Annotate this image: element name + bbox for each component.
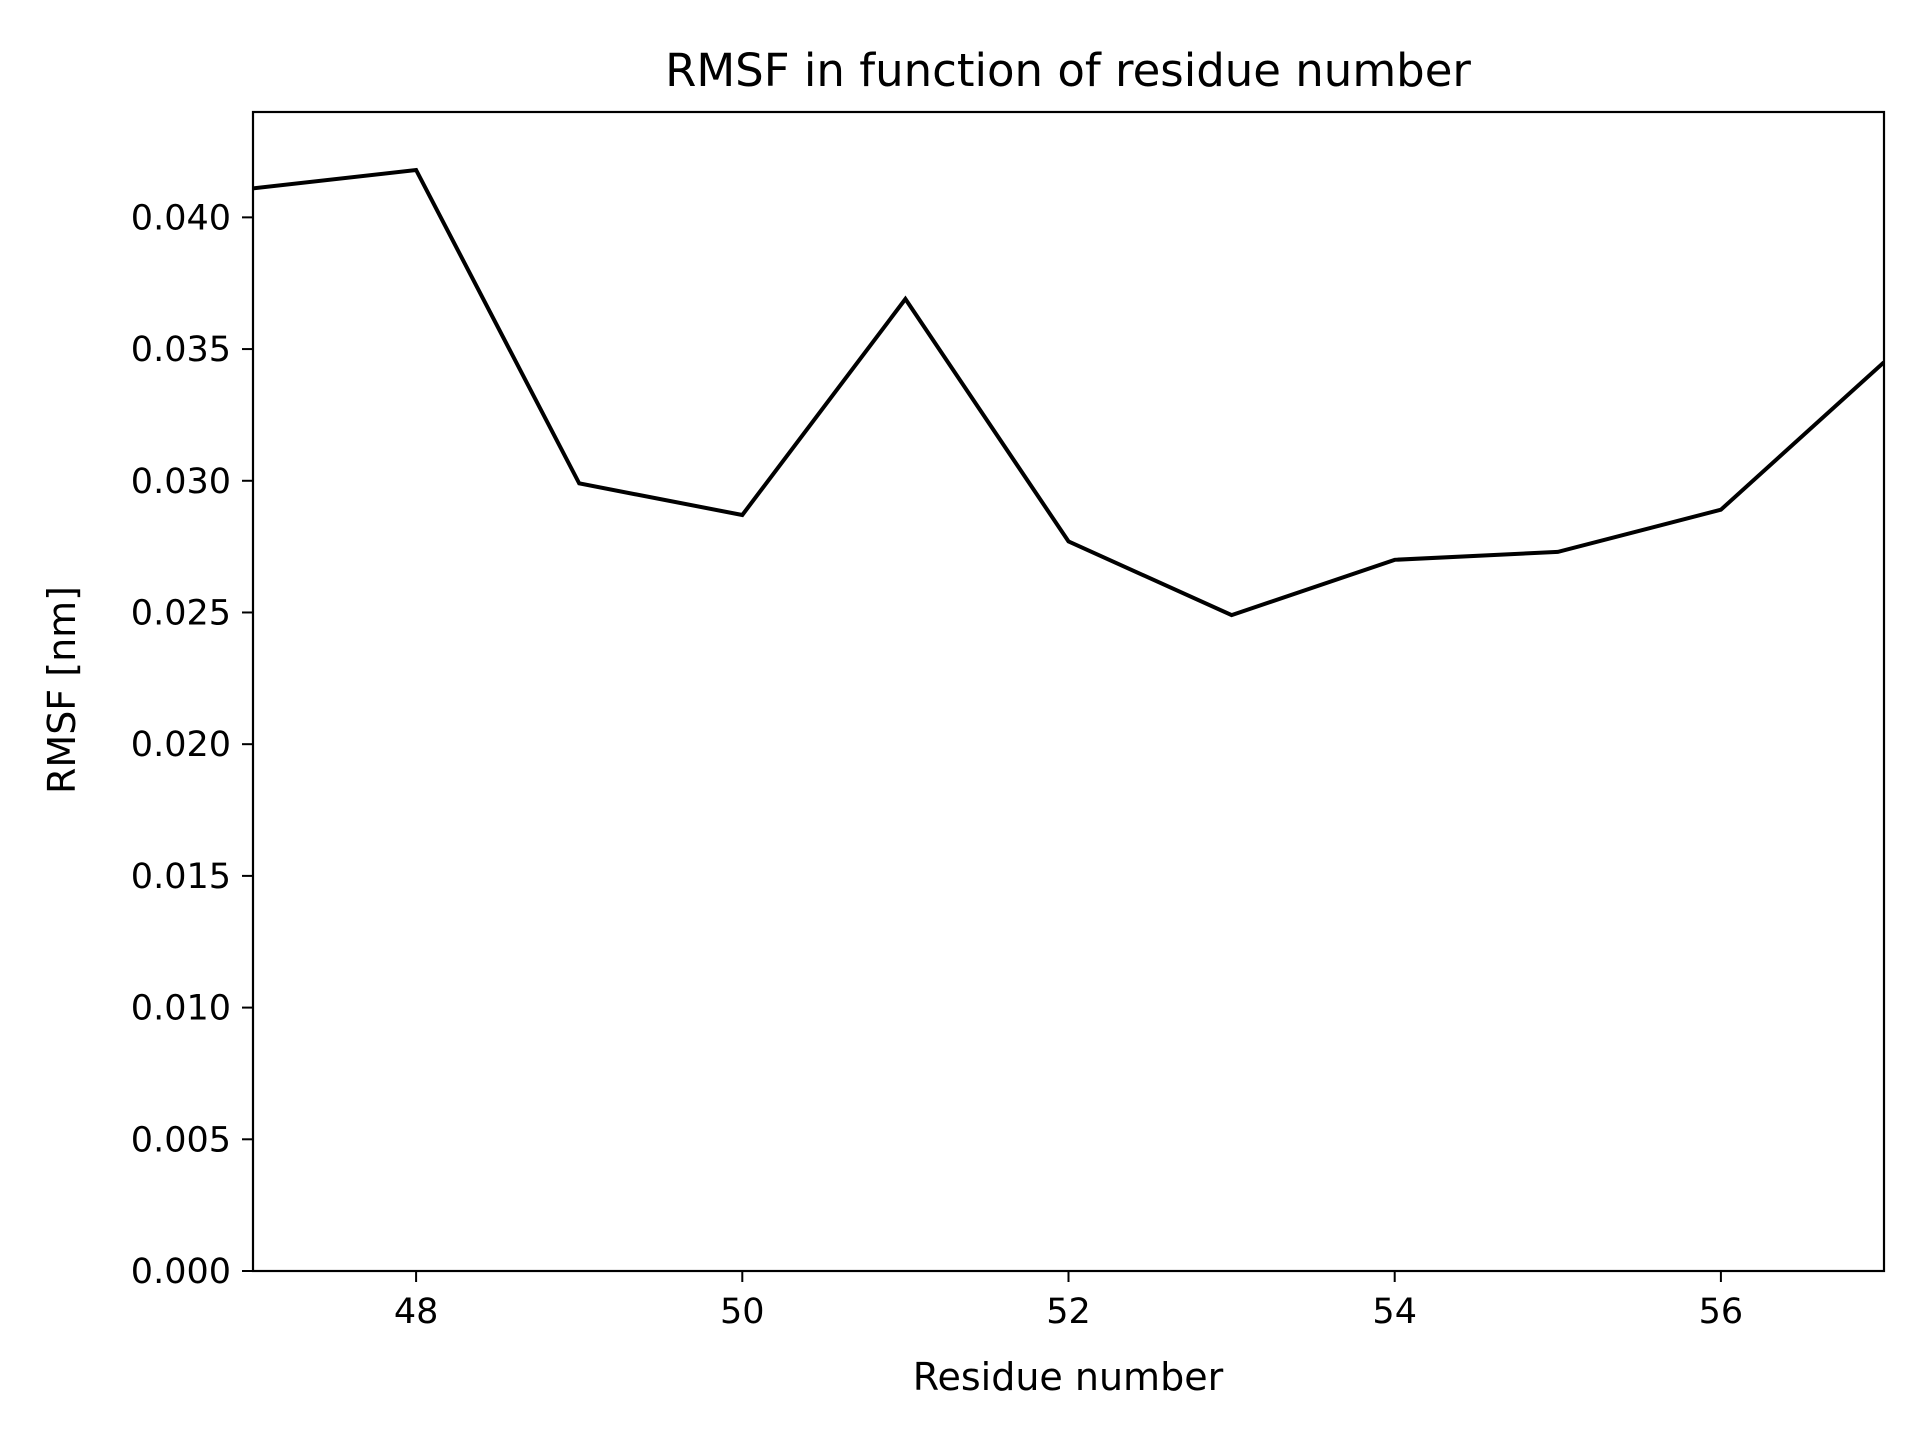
x-axis-label: Residue number	[913, 1355, 1224, 1399]
x-tick-label-1: 50	[720, 1292, 765, 1332]
y-tick-label-6: 0.030	[131, 462, 231, 502]
x-tick-label-0: 48	[394, 1292, 439, 1332]
x-tick-label-4: 56	[1699, 1292, 1744, 1332]
y-tick-label-4: 0.020	[131, 725, 231, 765]
y-tick-label-2: 0.010	[131, 989, 231, 1029]
y-axis-label: RMSF [nm]	[40, 586, 84, 794]
chart-title: RMSF in function of residue number	[665, 44, 1471, 97]
y-tick-label-8: 0.040	[131, 198, 231, 238]
plot-area: 48 50 52 54 56 0.000 0.005 0.010 0.015 0.020 0.025…	[131, 110, 1886, 1332]
y-tick-label-1: 0.005	[131, 1120, 231, 1160]
y-tick-label-7: 0.035	[131, 330, 231, 370]
x-tick-label-3: 54	[1372, 1292, 1417, 1332]
x-tick-label-2: 52	[1046, 1292, 1091, 1332]
y-tick-label-0: 0.000	[131, 1252, 231, 1292]
y-tick-label-3: 0.015	[131, 857, 231, 897]
axes-frame	[251, 110, 1886, 1273]
series-line-0	[253, 167, 1884, 618]
y-tick-label-5: 0.025	[131, 593, 231, 633]
